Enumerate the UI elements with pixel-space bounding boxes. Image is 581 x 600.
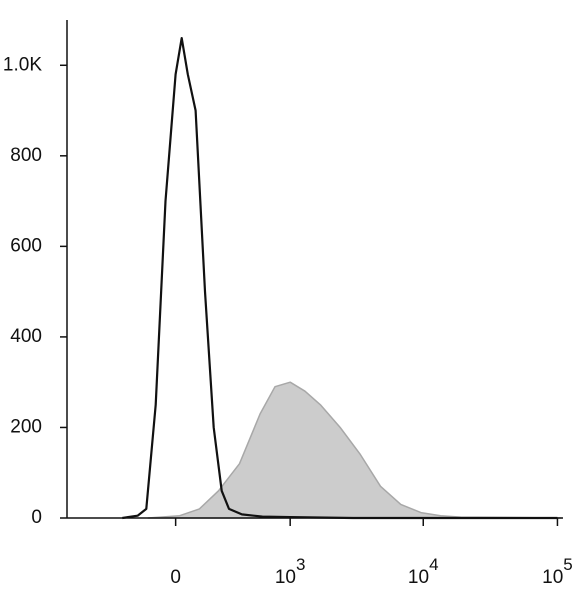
x-tick-base: 10 bbox=[275, 567, 296, 588]
histogram-area bbox=[147, 381, 563, 519]
x-tick-label: 103 bbox=[275, 555, 306, 588]
y-tick-label: 400 bbox=[10, 326, 42, 347]
y-tick-label: 1.0K bbox=[3, 54, 42, 75]
x-tick-exponent: 5 bbox=[563, 555, 572, 574]
histogram-line bbox=[122, 37, 558, 520]
y-tick-label: 600 bbox=[10, 235, 42, 256]
y-tick-label: 800 bbox=[10, 145, 42, 166]
x-tick-label: 0 bbox=[170, 567, 181, 588]
y-tick-label: 0 bbox=[31, 507, 42, 528]
x-tick-base: 10 bbox=[408, 567, 429, 588]
x-tick-label: 105 bbox=[542, 555, 573, 588]
x-tick-base: 10 bbox=[542, 567, 563, 588]
x-tick-label: 104 bbox=[408, 555, 439, 588]
x-tick-exponent: 3 bbox=[296, 555, 305, 574]
x-tick-exponent: 4 bbox=[429, 555, 438, 574]
y-tick-label: 200 bbox=[10, 416, 42, 437]
